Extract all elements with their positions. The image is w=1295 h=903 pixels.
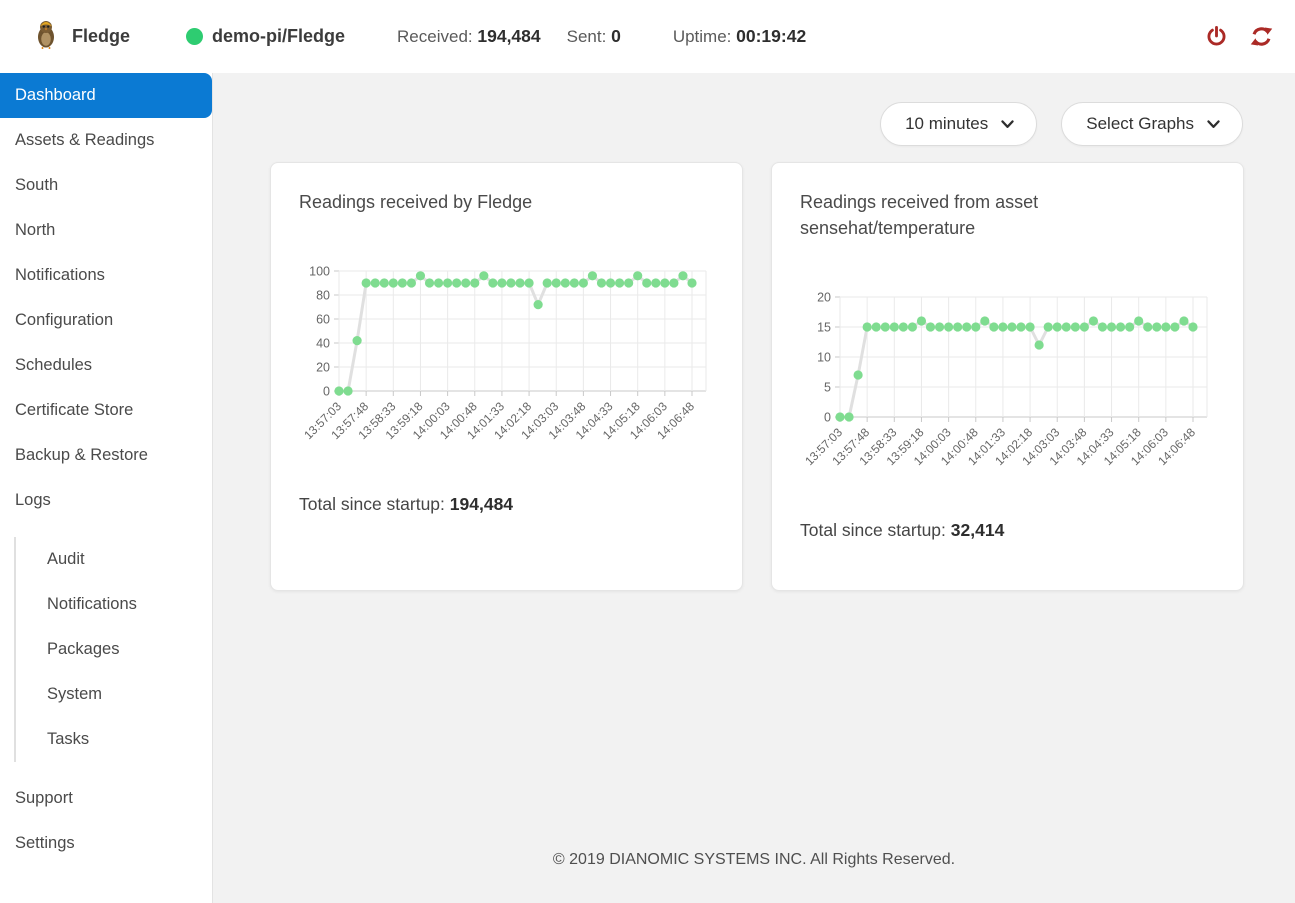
sidebar-item-assets-readings[interactable]: Assets & Readings (15, 131, 155, 149)
card-title: Readings received by Fledge (299, 192, 533, 212)
total-since-startup: Total since startup: 32,414 (800, 520, 1005, 541)
sidebar-item-logs[interactable]: Logs (15, 491, 51, 509)
instance-name: demo-pi/Fledge (212, 26, 346, 46)
footer-copyright: © 2019 DIANOMIC SYSTEMS INC. All Rights … (552, 851, 956, 868)
svg-text:10: 10 (817, 351, 831, 365)
chevron-down-icon (1001, 119, 1014, 128)
refresh-icon (1250, 27, 1273, 46)
sidebar-item-backup-restore[interactable]: Backup & Restore (15, 446, 148, 464)
received-stat: Received: 194,484 (397, 26, 541, 46)
sidebar-item-audit[interactable]: Audit (47, 550, 85, 568)
instance-status: demo-pi/Fledge (186, 26, 345, 47)
sidebar-item-north[interactable]: North (15, 221, 56, 239)
svg-text:0: 0 (824, 411, 831, 425)
sidebar-item-settings[interactable]: Settings (15, 834, 75, 852)
sidebar-item-notifications[interactable]: Notifications (47, 595, 137, 613)
sidebar-nav-logs: Audit Notifications Packages System Tasks (14, 537, 212, 762)
svg-text:100: 100 (309, 265, 330, 279)
svg-text:40: 40 (316, 337, 330, 351)
time-window-dropdown[interactable]: 10 minutes (880, 102, 1038, 146)
readings-received-line-chart: 02040608010013:57:0313:57:4813:58:3313:5… (301, 265, 707, 442)
sidebar-item-system[interactable]: System (47, 685, 103, 703)
sidebar-item-dashboard[interactable]: Dashboard (0, 73, 212, 118)
sidebar-item-certificate-store[interactable]: Certificate Store (15, 401, 134, 419)
power-icon (1207, 26, 1226, 46)
svg-text:20: 20 (817, 291, 831, 305)
svg-text:5: 5 (824, 381, 831, 395)
svg-text:20: 20 (316, 361, 330, 375)
total-since-startup: Total since startup: 194,484 (299, 494, 514, 515)
asset-readings-line-chart: 0510152013:57:0313:57:4813:58:3313:59:18… (802, 291, 1208, 468)
sidebar-item-notifications[interactable]: Notifications (15, 266, 105, 284)
app-header: Fledge demo-pi/Fledge Received: 194,484 … (0, 0, 1295, 73)
sidebar-item-configuration[interactable]: Configuration (15, 311, 114, 329)
svg-text:15: 15 (817, 321, 831, 335)
app-title: Fledge (72, 26, 131, 46)
select-graphs-label: Select Graphs (1086, 114, 1194, 133)
sidebar-item-packages[interactable]: Packages (47, 640, 120, 658)
svg-text:0: 0 (323, 385, 330, 399)
shutdown-button[interactable] (1203, 23, 1230, 50)
uptime-stat: Uptime: 00:19:42 (672, 26, 807, 46)
chevron-down-icon (1207, 119, 1220, 128)
svg-text:60: 60 (316, 313, 330, 327)
sent-stat: Sent: 0 (566, 26, 621, 46)
select-graphs-dropdown[interactable]: Select Graphs (1061, 102, 1243, 146)
dashboard-toolbar: 10 minutes Select Graphs (213, 73, 1295, 146)
sidebar-nav-bottom: Support Settings (0, 776, 212, 866)
time-window-label: 10 minutes (905, 114, 989, 133)
card-title: Readings received from asset sensehat/te… (800, 192, 1039, 239)
refresh-button[interactable] (1248, 23, 1275, 50)
fledge-logo-icon (33, 19, 59, 54)
chart-card-readings-received: Readings received by Fledge 0 20 40 60 80 100… (270, 162, 743, 591)
sidebar: Dashboard Assets & Readings South North Noti… (0, 73, 213, 903)
chart-card-asset-readings: Readings received from asset sensehat/te… (771, 162, 1244, 591)
sidebar-item-tasks[interactable]: Tasks (47, 730, 90, 748)
main-content: 10 minutes Select Graphs Readings receiv… (213, 73, 1295, 903)
sidebar-item-support[interactable]: Support (15, 789, 73, 807)
sidebar-item-south[interactable]: South (15, 176, 59, 194)
svg-text:80: 80 (316, 289, 330, 303)
status-dot-icon (186, 28, 204, 45)
sidebar-nav-main: Dashboard Assets & Readings South North Noti… (0, 73, 212, 523)
sidebar-item-schedules[interactable]: Schedules (15, 356, 93, 374)
